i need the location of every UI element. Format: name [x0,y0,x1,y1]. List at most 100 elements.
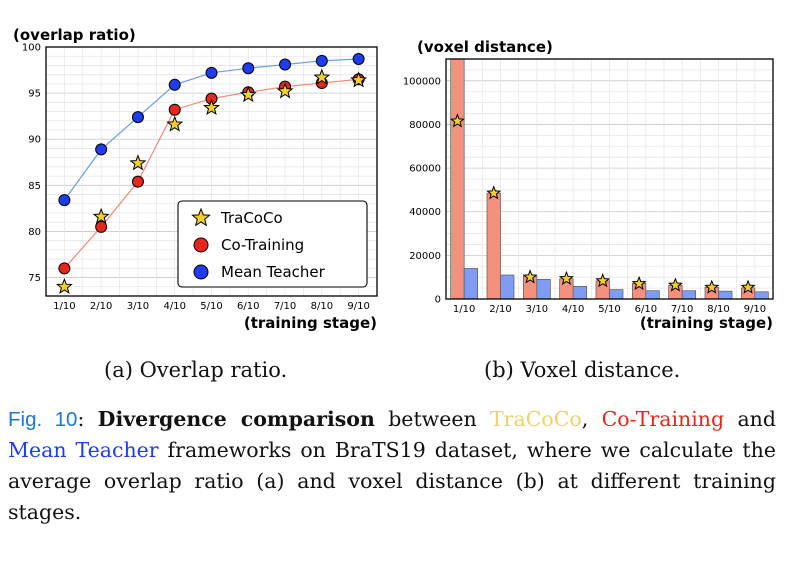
point-tracoco [486,185,502,200]
bar-co-training [486,192,501,300]
y-tick-label: 100 [22,43,41,54]
x-tick-label: 6/10 [635,304,657,315]
x-tick-label: 3/10 [127,301,149,312]
x-tick-label: 7/10 [671,304,693,315]
point-tracoco [558,270,574,286]
point-tracoco [313,68,331,85]
point-tracoco [522,269,538,284]
x-tick-label: 9/10 [347,301,369,312]
bar-mean-teacher [754,291,769,300]
bar-mean-teacher [463,268,479,300]
x-axis-label: (training stage) [640,314,773,332]
subcaption-a: (a) Overlap ratio. [104,358,288,382]
point-tracoco [55,277,73,294]
x-tick-label: 1/10 [53,301,75,312]
plot-frame [45,46,378,297]
x-tick-label: 8/10 [311,301,333,312]
x-tick-label: 3/10 [526,304,548,315]
caption-tracoco: TraCoCo [490,407,582,431]
legend-label: TraCoCo [220,209,283,227]
legend-label: Co-Training [221,236,304,254]
x-tick-label: 1/10 [453,304,475,315]
caption-co-training: Co-Training [601,407,725,431]
x-tick-label: 6/10 [237,301,259,312]
point-co-training [131,175,144,188]
x-tick-label: 4/10 [562,304,584,315]
point-tracoco [166,115,184,132]
legend-box [177,200,368,288]
bar-mean-teacher [718,290,733,300]
caption-text: , [581,407,602,431]
caption-text: frameworks on BraTS19 dataset, where we … [8,438,776,524]
figure-caption: Fig. 10: Divergence comparison between T… [8,404,776,528]
star-markers [449,113,756,294]
x-tick-label: 4/10 [163,301,185,312]
point-mean-teacher [242,62,255,75]
x-tick-label: 8/10 [707,304,729,315]
chart-title: (voxel distance) [417,38,553,56]
point-tracoco [92,207,110,224]
point-tracoco [276,82,294,99]
point-mean-teacher [205,66,218,79]
figure-panels: 75 80 85 90 95 100 1/10 2/10 3/10 4/10 5/10 6/10 7/1… [13,26,774,332]
caption-bold-phrase: Divergence comparison [97,407,375,431]
y-tick-label: 80000 [409,120,441,131]
bar-mean-teacher [500,274,515,300]
y-tick-label: 80 [28,227,41,238]
x-tick-label: 5/10 [200,301,222,312]
bar-mean-teacher [609,289,624,300]
x-tick-label: 2/10 [90,301,112,312]
caption-mean-teacher: Mean Teacher [8,438,159,462]
bar-co-training [450,58,465,300]
point-tracoco [740,279,756,294]
y-tick-label: 90 [28,135,41,146]
y-tick-label: 75 [28,273,41,284]
caption-text: between [374,407,490,431]
bar-mean-teacher [572,285,588,300]
voxel-distance-chart: 0 20000 40000 60000 80000 100000 1/10 2/10 3/10 4… [403,38,774,332]
chart-title: (overlap ratio) [13,26,136,44]
point-tracoco [704,279,720,294]
point-co-training [95,220,108,233]
x-tick-label: 2/10 [489,304,511,315]
point-co-training [168,103,181,116]
point-mean-teacher [58,194,71,207]
point-tracoco [350,71,368,88]
y-tick-label: 85 [28,181,41,192]
point-tracoco [239,86,257,103]
axis-ticks: 75 80 85 90 95 100 1/10 2/10 3/10 4/10 5/10 6/10 7/1… [22,43,370,313]
point-co-training [58,262,71,275]
y-tick-label: 20000 [409,251,441,262]
figure-label: Fig. 10 [8,408,78,431]
y-tick-label: 40000 [409,207,441,218]
axis-ticks: 0 20000 40000 60000 80000 100000 1/10 2/10 3/10 4… [403,76,766,315]
series-markers [55,52,368,294]
bar-mean-teacher [645,290,660,300]
caption-colon: : [77,407,98,431]
point-tracoco [449,113,465,128]
legend-circle-icon [193,237,209,253]
point-tracoco [203,98,220,116]
y-tick-label: 60000 [409,164,441,175]
point-tracoco [595,273,611,288]
overlap-ratio-chart: 75 80 85 90 95 100 1/10 2/10 3/10 4/10 5/10 6/10 7/1… [13,26,378,332]
point-mean-teacher [95,143,108,156]
caption-text: and [724,407,776,431]
point-mean-teacher [315,54,328,67]
point-mean-teacher [168,78,181,91]
legend-circle-icon [193,264,209,280]
legend-star-icon [191,207,211,227]
x-tick-label: 9/10 [744,304,766,315]
point-mean-teacher [131,111,144,124]
point-mean-teacher [352,52,365,65]
legend: TraCoCo Co-Training Mean Teacher [177,200,368,288]
legend-label: Mean Teacher [221,263,326,281]
point-mean-teacher [279,58,292,71]
y-tick-label: 95 [28,89,41,100]
bar-mean-teacher [681,290,697,300]
y-tick-label: 100000 [403,76,441,87]
bar-mean-teacher [536,279,551,300]
x-tick-label: 7/10 [274,301,296,312]
plot-frame [445,58,774,300]
x-axis-label: (training stage) [244,314,377,332]
